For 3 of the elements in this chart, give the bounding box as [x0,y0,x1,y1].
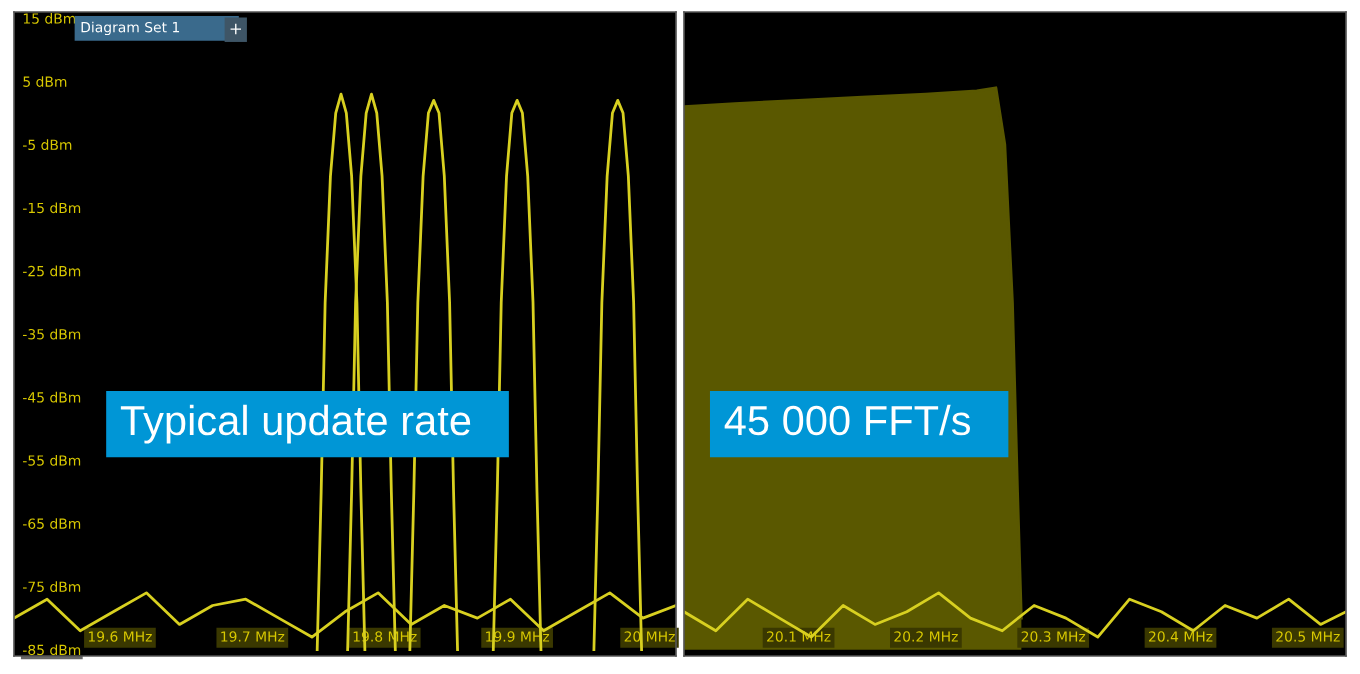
annotation: Typical update rate [120,404,471,444]
annotation: + [230,23,241,35]
annotation: 45 000 FFT/s [724,404,970,436]
